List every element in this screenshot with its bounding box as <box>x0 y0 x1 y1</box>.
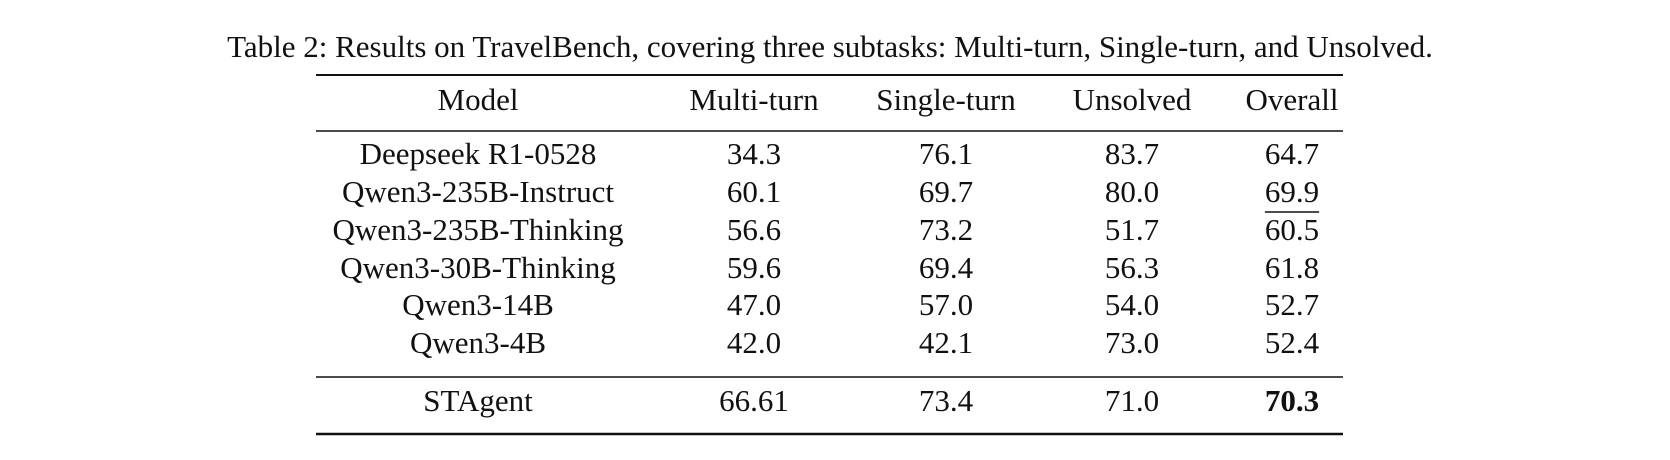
header-cell: Single-turn <box>876 82 1016 117</box>
cell: 64.7 <box>1265 136 1319 171</box>
cell: 52.7 <box>1265 287 1319 322</box>
cell: 71.0 <box>1105 383 1159 418</box>
cell: 34.3 <box>727 136 781 171</box>
cell: 56.6 <box>727 212 781 247</box>
cell: 69.7 <box>919 174 973 209</box>
cell: 61.8 <box>1265 250 1319 285</box>
cell: 69.9 <box>1265 174 1319 209</box>
cell: 47.0 <box>727 287 781 322</box>
header-cell: Unsolved <box>1073 82 1192 117</box>
caption: Table 2: Results on TravelBench, coverin… <box>227 29 1433 64</box>
cell: 80.0 <box>1105 174 1159 209</box>
cell: 60.5 <box>1265 212 1319 247</box>
header-cell: Model <box>438 82 519 117</box>
cell: 73.2 <box>919 212 973 247</box>
cell: 73.0 <box>1105 325 1159 360</box>
model-name: Qwen3-14B <box>402 287 554 322</box>
model-name: Qwen3-235B-Instruct <box>342 174 614 209</box>
header-cell: Multi-turn <box>689 82 819 117</box>
cell: 42.1 <box>919 325 973 360</box>
cell: 76.1 <box>919 136 973 171</box>
cell: 56.3 <box>1105 250 1159 285</box>
cell: 69.4 <box>919 250 974 285</box>
model-name: STAgent <box>423 383 533 418</box>
cell: 57.0 <box>919 287 973 322</box>
model-name: Qwen3-235B-Thinking <box>332 212 623 247</box>
cell: 42.0 <box>727 325 781 360</box>
header-cell: Overall <box>1246 82 1339 117</box>
cell: 60.1 <box>727 174 781 209</box>
cell: 51.7 <box>1105 212 1159 247</box>
cell: 66.61 <box>719 383 789 418</box>
model-name: Qwen3-30B-Thinking <box>340 250 616 285</box>
model-name: Qwen3-4B <box>410 325 546 360</box>
cell: 59.6 <box>727 250 781 285</box>
cell: 70.3 <box>1265 383 1319 418</box>
model-name: Deepseek R1-0528 <box>360 136 597 171</box>
cell: 73.4 <box>919 383 974 418</box>
cell: 54.0 <box>1105 287 1159 322</box>
cell: 52.4 <box>1265 325 1320 360</box>
cell: 83.7 <box>1105 136 1159 171</box>
